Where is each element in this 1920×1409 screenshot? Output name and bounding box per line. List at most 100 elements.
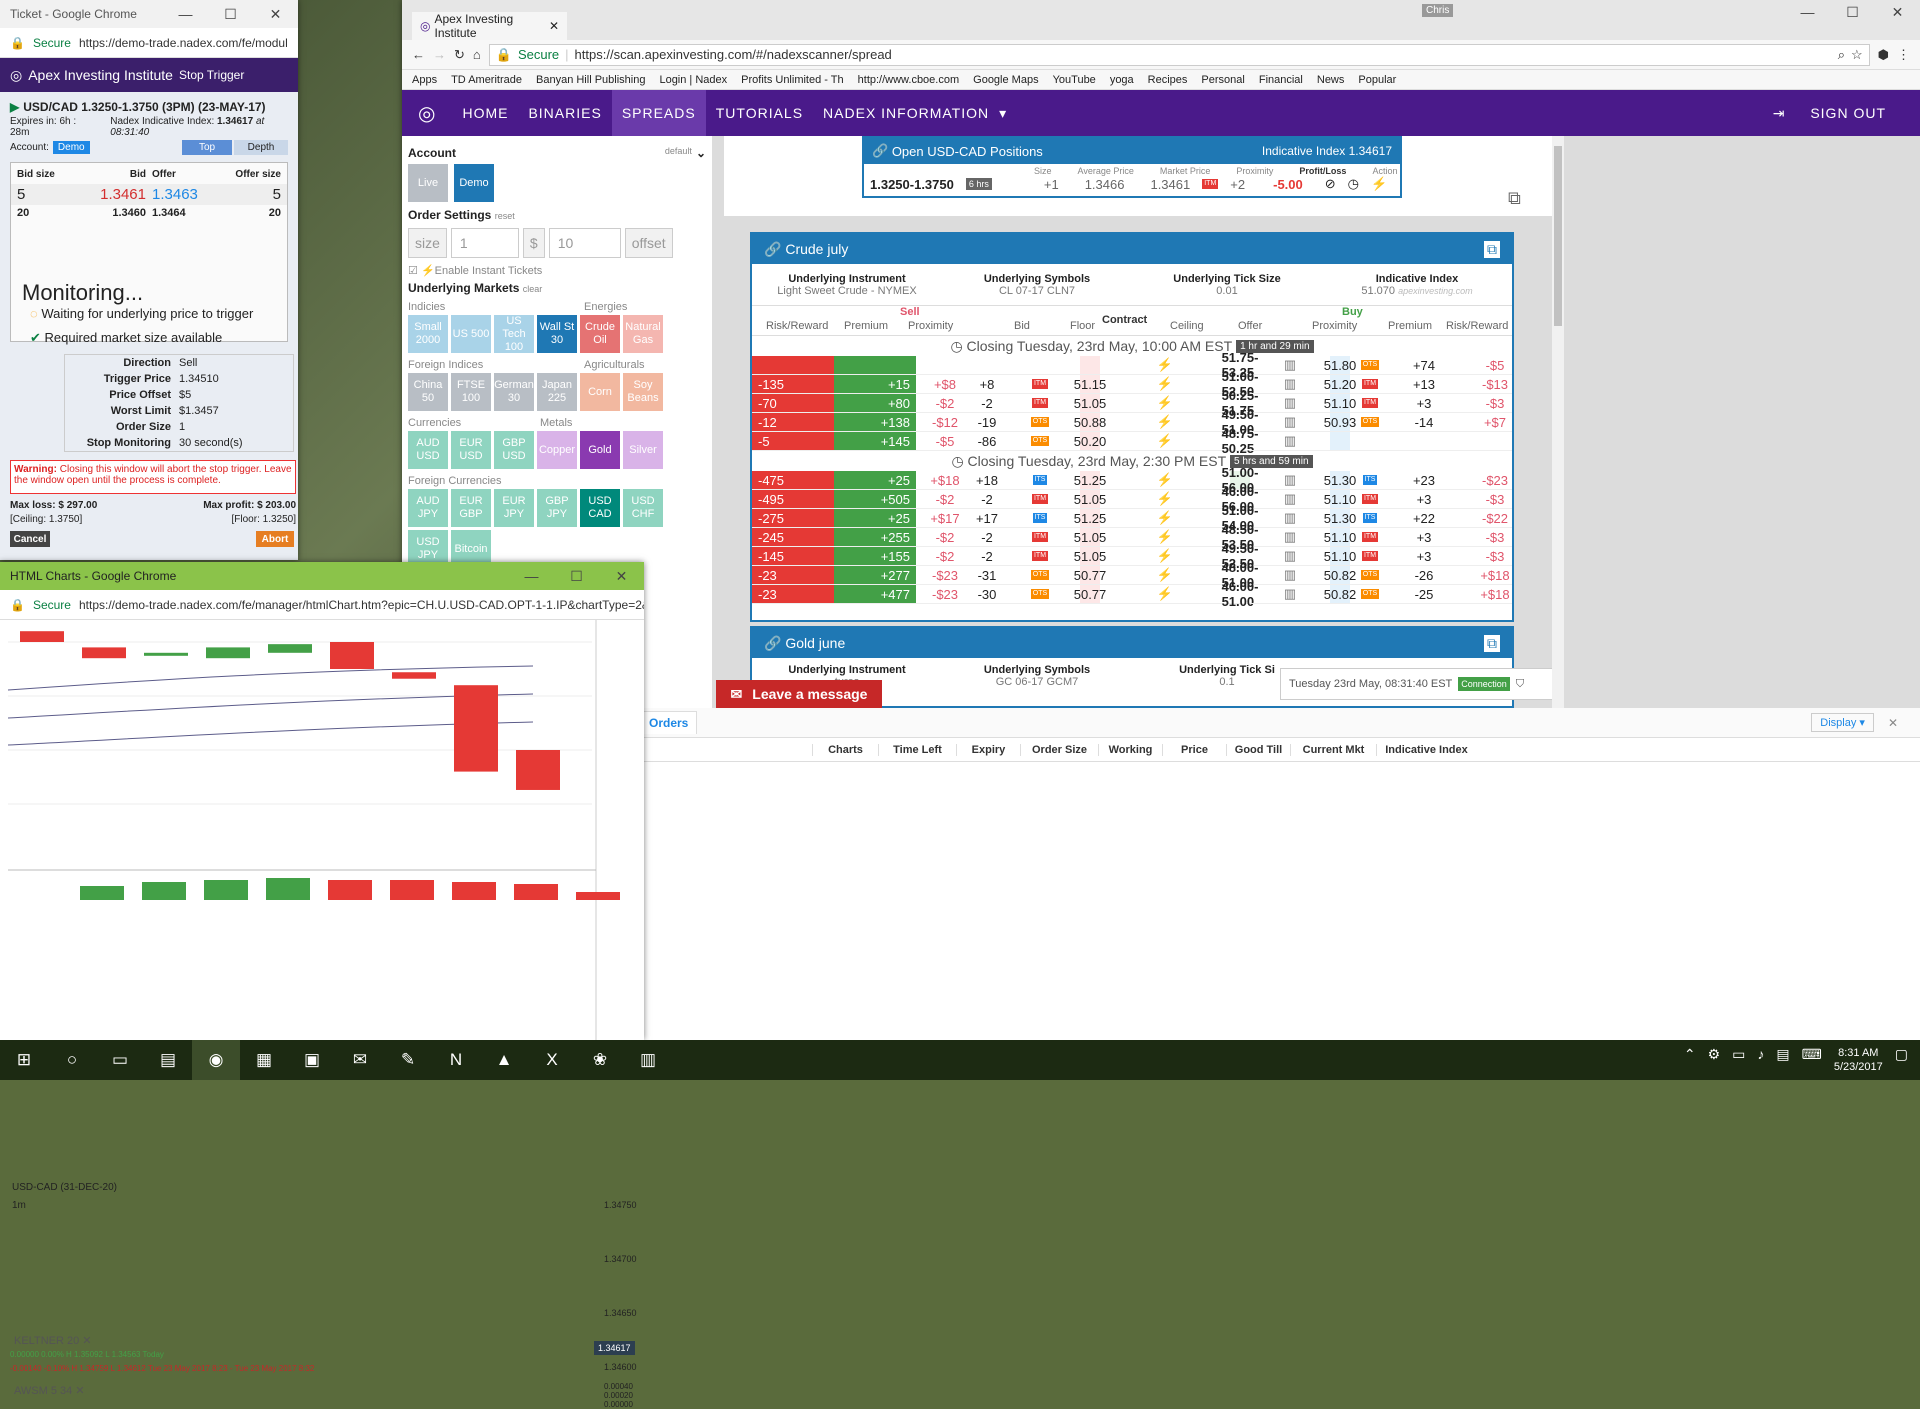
r2-offer-4[interactable]: 51.10: [1324, 547, 1356, 566]
orders-col-order-size[interactable]: Order Size: [1020, 743, 1098, 756]
r2-chart-icon-2[interactable]: ▥: [1250, 509, 1330, 528]
network-icon[interactable]: ⚙: [1707, 1046, 1721, 1062]
apex-logo-icon[interactable]: ◎: [418, 102, 437, 125]
back-icon[interactable]: ←: [412, 47, 425, 62]
forward-icon[interactable]: →: [433, 47, 446, 62]
bookmark-yoga[interactable]: yoga: [1109, 73, 1134, 86]
r1-sell-icon-2[interactable]: ⚡: [1100, 394, 1230, 413]
charts-url[interactable]: https://demo-trade.nadex.com/fe/manager/…: [78, 597, 644, 612]
r2-bid-3[interactable]: 51.05: [1074, 528, 1106, 547]
close-position-icon[interactable]: ⊘: [1324, 176, 1336, 191]
chevron-up-icon[interactable]: ⌃: [1683, 1046, 1696, 1062]
close-icon[interactable]: ✕: [615, 567, 628, 584]
orders-col-current-mkt[interactable]: Current Mkt: [1290, 743, 1376, 756]
orders-col-working[interactable]: Working: [1098, 743, 1162, 756]
instant-tickets[interactable]: ☑ ⚡Enable Instant Tickets: [408, 264, 706, 277]
battery-icon[interactable]: ▭: [1732, 1046, 1746, 1062]
orders-col-indicative-index[interactable]: Indicative Index: [1376, 743, 1476, 756]
r2-chart-icon-6[interactable]: ▥: [1250, 585, 1330, 604]
r2-bid-0[interactable]: 51.25: [1074, 471, 1106, 490]
tab-depth[interactable]: Depth: [234, 139, 288, 155]
r1-sell-icon-0[interactable]: ⚡: [1100, 356, 1230, 375]
r2-contract-6[interactable]: 46.00-51.00: [1221, 579, 1259, 609]
r1-offer-3[interactable]: 50.93: [1324, 413, 1356, 432]
r2-offer-6[interactable]: 50.82: [1324, 585, 1356, 604]
r1-offer-1[interactable]: 51.20: [1324, 375, 1356, 394]
r2-sell-icon-3[interactable]: ⚡: [1100, 528, 1230, 547]
nav-nadex-information[interactable]: NADEX INFORMATION: [823, 105, 990, 121]
tile-eur-jpy[interactable]: EUR JPY: [494, 489, 534, 527]
minimize-icon[interactable]: —: [178, 5, 193, 22]
maximize-icon[interactable]: ☐: [224, 5, 237, 22]
r1-bid-0[interactable]: [1080, 356, 1100, 375]
ob-row[interactable]: 20 1.3460 1.3464 20: [11, 205, 287, 221]
reload-icon[interactable]: ↻: [454, 46, 465, 62]
tile-gbp-jpy[interactable]: GBP JPY: [537, 489, 577, 527]
search-icon[interactable]: ○: [66, 1050, 78, 1069]
minimize-icon[interactable]: —: [1800, 4, 1815, 20]
nav-tutorials[interactable]: TUTORIALS: [715, 105, 804, 121]
charts-address-bar[interactable]: 🔒 Secure https://demo-trade.nadex.com/fe/m…: [0, 590, 644, 620]
r2-bid-6[interactable]: 50.77: [1074, 585, 1106, 604]
profile-badge[interactable]: Chris: [1422, 4, 1454, 17]
menu-icon[interactable]: ⋮: [1897, 46, 1910, 62]
calendar-icon[interactable]: ▣: [303, 1050, 321, 1069]
r1-chart-icon-3[interactable]: ▥: [1250, 413, 1330, 432]
r2-chart-icon-5[interactable]: ▥: [1250, 566, 1330, 585]
tile-japan-225[interactable]: Japan 225: [537, 373, 577, 411]
tile-usd-chf[interactable]: USD CHF: [623, 489, 663, 527]
checkbox-icon[interactable]: ☑: [408, 265, 418, 277]
bookmark-maps[interactable]: Google Maps: [973, 73, 1039, 86]
r2-offer-1[interactable]: 51.10: [1324, 490, 1356, 509]
r2-offer-3[interactable]: 51.10: [1324, 528, 1356, 547]
excel-icon[interactable]: X: [546, 1050, 558, 1069]
r1-chart-icon-0[interactable]: ▥: [1250, 356, 1330, 375]
r2-bid-2[interactable]: 51.25: [1074, 509, 1106, 528]
tab-orders[interactable]: Orders: [640, 711, 698, 734]
r1-chart-icon-2[interactable]: ▥: [1250, 394, 1330, 413]
r1-sell-icon-3[interactable]: ⚡: [1100, 413, 1230, 432]
bookmark-td-ameritrade[interactable]: TD Ameritrade: [451, 73, 522, 86]
popout-icon[interactable]: ⧉: [1484, 634, 1500, 652]
lightning-icon[interactable]: ⚡: [1371, 176, 1388, 191]
app2-icon[interactable]: ▥: [639, 1050, 657, 1069]
clock[interactable]: 8:31 AM 5/23/2017: [1834, 1046, 1883, 1074]
position-row[interactable]: 1.3250-1.3750 6 hrs +1 1.3466 1.3461 ITM …: [864, 176, 1400, 192]
clock-icon[interactable]: ◷: [1347, 176, 1360, 191]
display-dropdown[interactable]: Display ▾: [1811, 713, 1874, 732]
bookmark-popular[interactable]: Popular: [1358, 73, 1397, 86]
volume-icon[interactable]: ♪: [1757, 1046, 1765, 1062]
account-demo-badge[interactable]: Demo: [52, 140, 90, 154]
mail-icon[interactable]: ✉: [352, 1050, 368, 1069]
bookmark-recipes[interactable]: Recipes: [1147, 73, 1188, 86]
tile-natural-gas[interactable]: Natural Gas: [623, 315, 663, 353]
clear-link[interactable]: clear: [522, 284, 543, 294]
bookmark-cboe[interactable]: http://www.cboe.com: [857, 73, 960, 86]
notifications-icon[interactable]: ▢: [1894, 1046, 1908, 1062]
paint-icon[interactable]: ❀: [592, 1050, 608, 1069]
r1-contract-4[interactable]: 48.75-50.25: [1221, 426, 1259, 456]
default-link[interactable]: default: [664, 146, 692, 156]
url-field[interactable]: 🔒 Secure | https://scan.apexinvesting.com/#…: [488, 43, 1870, 66]
orders-col-good-till[interactable]: Good Till: [1226, 743, 1290, 756]
abort-button[interactable]: Abort: [256, 531, 294, 547]
close-icon[interactable]: ✕: [75, 1385, 85, 1397]
home-icon[interactable]: ⌂: [472, 47, 481, 62]
live-button[interactable]: Live: [408, 164, 448, 202]
tile-wall-st-30[interactable]: Wall St 30: [537, 315, 577, 353]
keyboard-icon[interactable]: ⌨: [1801, 1046, 1822, 1062]
chart-timeframe[interactable]: 1m: [12, 1200, 26, 1211]
close-icon[interactable]: ✕: [1887, 715, 1898, 730]
chrome-icon[interactable]: ◉: [192, 1040, 240, 1080]
tile-eur-gbp[interactable]: EUR GBP: [451, 489, 491, 527]
orders-col-expiry[interactable]: Expiry: [956, 743, 1020, 756]
tile-gold[interactable]: Gold: [580, 431, 620, 469]
bookmark-profits[interactable]: Profits Unlimited - Th: [741, 73, 844, 86]
maximize-icon[interactable]: ☐: [1846, 4, 1859, 20]
r1-chart-icon-1[interactable]: ▥: [1250, 375, 1330, 394]
chevron-down-icon[interactable]: ⌄: [695, 146, 706, 160]
file-explorer-icon[interactable]: ▤: [159, 1050, 177, 1069]
r2-chart-icon-4[interactable]: ▥: [1250, 547, 1330, 566]
close-icon[interactable]: ✕: [82, 1335, 92, 1347]
r1-offer-2[interactable]: 51.10: [1324, 394, 1356, 413]
